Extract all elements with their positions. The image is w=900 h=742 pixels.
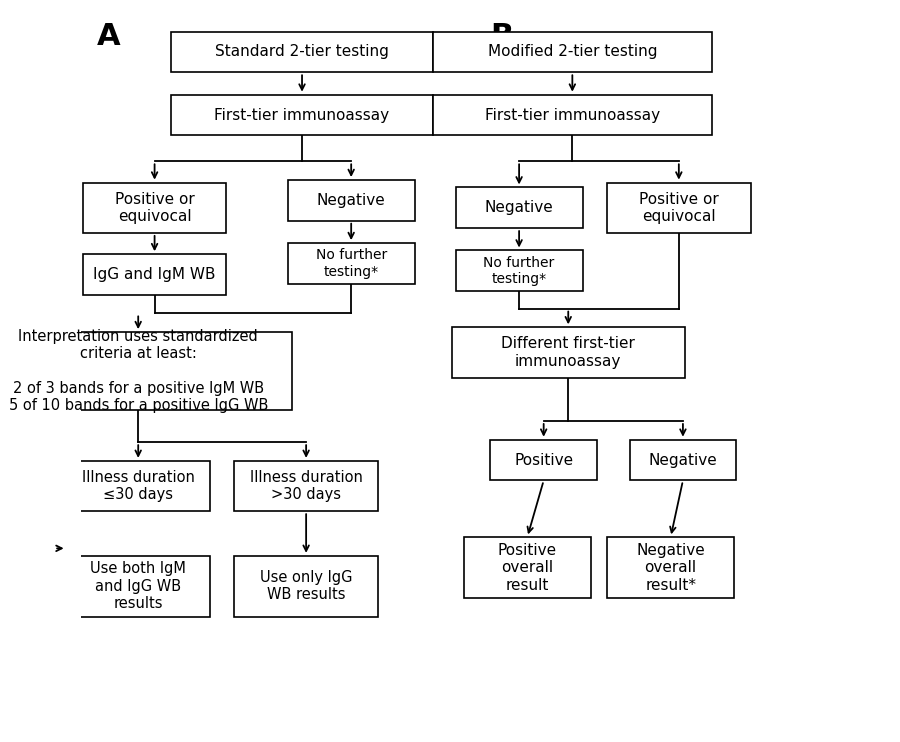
Text: Standard 2-tier testing: Standard 2-tier testing xyxy=(215,45,389,59)
Text: Negative
overall
result*: Negative overall result* xyxy=(636,542,705,593)
FancyBboxPatch shape xyxy=(288,180,415,221)
FancyBboxPatch shape xyxy=(630,439,736,481)
FancyBboxPatch shape xyxy=(83,183,226,233)
FancyBboxPatch shape xyxy=(608,537,734,598)
Text: Positive or
equivocal: Positive or equivocal xyxy=(639,191,719,224)
Text: No further
testing*: No further testing* xyxy=(483,256,554,286)
Text: B: B xyxy=(491,22,514,51)
Text: Negative: Negative xyxy=(317,193,385,208)
Text: First-tier immunoassay: First-tier immunoassay xyxy=(214,108,390,122)
Text: Illness duration
≤30 days: Illness duration ≤30 days xyxy=(82,470,194,502)
Text: Different first-tier
immunoassay: Different first-tier immunoassay xyxy=(501,336,635,369)
FancyBboxPatch shape xyxy=(464,537,590,598)
Text: Use both IgM
and IgG WB
results: Use both IgM and IgG WB results xyxy=(90,561,186,611)
Text: No further
testing*: No further testing* xyxy=(316,249,387,278)
Text: Interpretation uses standardized
criteria at least:

2 of 3 bands for a positive: Interpretation uses standardized criteri… xyxy=(8,329,268,413)
FancyBboxPatch shape xyxy=(433,94,712,136)
Text: Positive or
equivocal: Positive or equivocal xyxy=(114,191,194,224)
FancyBboxPatch shape xyxy=(171,94,433,136)
FancyBboxPatch shape xyxy=(433,31,712,73)
Text: Positive
overall
result: Positive overall result xyxy=(498,542,557,593)
FancyBboxPatch shape xyxy=(288,243,415,284)
FancyBboxPatch shape xyxy=(491,439,597,481)
Text: Illness duration
>30 days: Illness duration >30 days xyxy=(249,470,363,502)
FancyBboxPatch shape xyxy=(0,332,292,410)
FancyBboxPatch shape xyxy=(455,187,582,229)
Text: First-tier immunoassay: First-tier immunoassay xyxy=(485,108,660,122)
FancyBboxPatch shape xyxy=(235,556,378,617)
Text: Modified 2-tier testing: Modified 2-tier testing xyxy=(488,45,657,59)
FancyBboxPatch shape xyxy=(171,31,433,73)
FancyBboxPatch shape xyxy=(455,251,582,291)
Text: IgG and IgM WB: IgG and IgM WB xyxy=(94,267,216,282)
FancyBboxPatch shape xyxy=(452,327,685,378)
Text: Positive: Positive xyxy=(514,453,573,467)
Text: Negative: Negative xyxy=(485,200,554,215)
Text: Use only IgG
WB results: Use only IgG WB results xyxy=(260,570,353,603)
FancyBboxPatch shape xyxy=(235,461,378,511)
FancyBboxPatch shape xyxy=(608,183,751,233)
FancyBboxPatch shape xyxy=(67,461,210,511)
FancyBboxPatch shape xyxy=(83,254,226,295)
Text: A: A xyxy=(97,22,121,51)
FancyBboxPatch shape xyxy=(67,556,210,617)
Text: Negative: Negative xyxy=(649,453,717,467)
